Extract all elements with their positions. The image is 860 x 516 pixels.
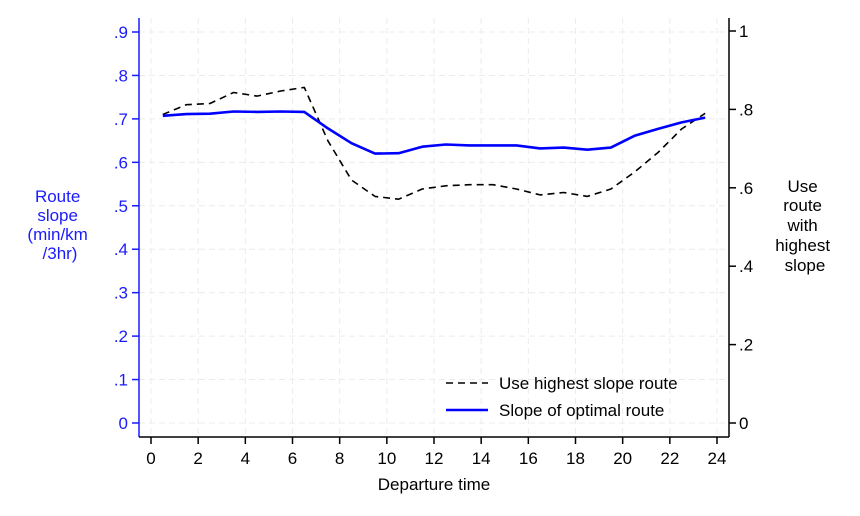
- legend-label-highest: Use highest slope route: [499, 374, 678, 393]
- right-axis-ticks: 0 .2 .4 .6 .8 1: [729, 22, 753, 433]
- x-tick-label: 14: [472, 449, 491, 468]
- series: [162, 86, 706, 200]
- right-tick-label: .6: [739, 179, 753, 198]
- left-axis-ticks: 0 .1 .2 .3 .4 .5 .6 .7 .8 .9: [114, 23, 139, 433]
- right-tick-label: 1: [739, 22, 748, 41]
- left-axis-title-line: (min/km: [27, 225, 87, 244]
- left-tick-label: .4: [114, 240, 128, 259]
- x-tick-label: 18: [566, 449, 585, 468]
- series-line-optimal-slope: [162, 110, 706, 155]
- right-axis-title-line: highest: [775, 236, 830, 255]
- series-line-highest-slope: [162, 86, 706, 200]
- left-axis-title: Route slope (min/km /3hr): [27, 187, 92, 263]
- left-tick-label: .8: [114, 66, 128, 85]
- x-tick-label: 20: [613, 449, 632, 468]
- x-axis-ticks: 0 2 4 6 8 10 12 14 16 18 20 22 24: [146, 437, 726, 468]
- right-tick-label: .4: [739, 257, 753, 276]
- right-axis-title-line: slope: [785, 256, 826, 275]
- right-axis-title-line: Use: [788, 177, 818, 196]
- right-axis-title-line: with: [787, 216, 818, 235]
- left-tick-label: .2: [114, 327, 128, 346]
- legend-label-optimal: Slope of optimal route: [499, 401, 664, 420]
- x-tick-label: 12: [425, 449, 444, 468]
- left-tick-label: .5: [114, 197, 128, 216]
- left-tick-label: .7: [114, 110, 128, 129]
- x-tick-label: 16: [519, 449, 538, 468]
- x-tick-label: 6: [288, 449, 297, 468]
- right-tick-label: .2: [739, 336, 753, 355]
- right-axis-title: Use route with highest slope: [775, 177, 835, 275]
- x-tick-label: 4: [241, 449, 250, 468]
- x-tick-label: 0: [146, 449, 155, 468]
- x-tick-label: 10: [377, 449, 396, 468]
- left-tick-label: 0: [119, 414, 128, 433]
- left-tick-label: .3: [114, 284, 128, 303]
- x-tick-label: 8: [335, 449, 344, 468]
- legend: Use highest slope route Slope of optimal…: [446, 374, 678, 420]
- x-tick-label: 22: [660, 449, 679, 468]
- x-tick-label: 2: [193, 449, 202, 468]
- right-tick-label: 0: [739, 414, 748, 433]
- grid: [139, 18, 729, 437]
- x-tick-label: 24: [708, 449, 727, 468]
- left-tick-label: .6: [114, 153, 128, 172]
- left-tick-label: .1: [114, 371, 128, 390]
- left-axis-title-line: slope: [37, 206, 78, 225]
- left-axis-title-line: Route: [35, 187, 80, 206]
- x-axis-title: Departure time: [378, 475, 490, 494]
- left-tick-label: .9: [114, 23, 128, 42]
- right-tick-label: .8: [739, 100, 753, 119]
- right-axis-title-line: route: [783, 196, 822, 215]
- left-axis-title-line: /3hr): [43, 244, 78, 263]
